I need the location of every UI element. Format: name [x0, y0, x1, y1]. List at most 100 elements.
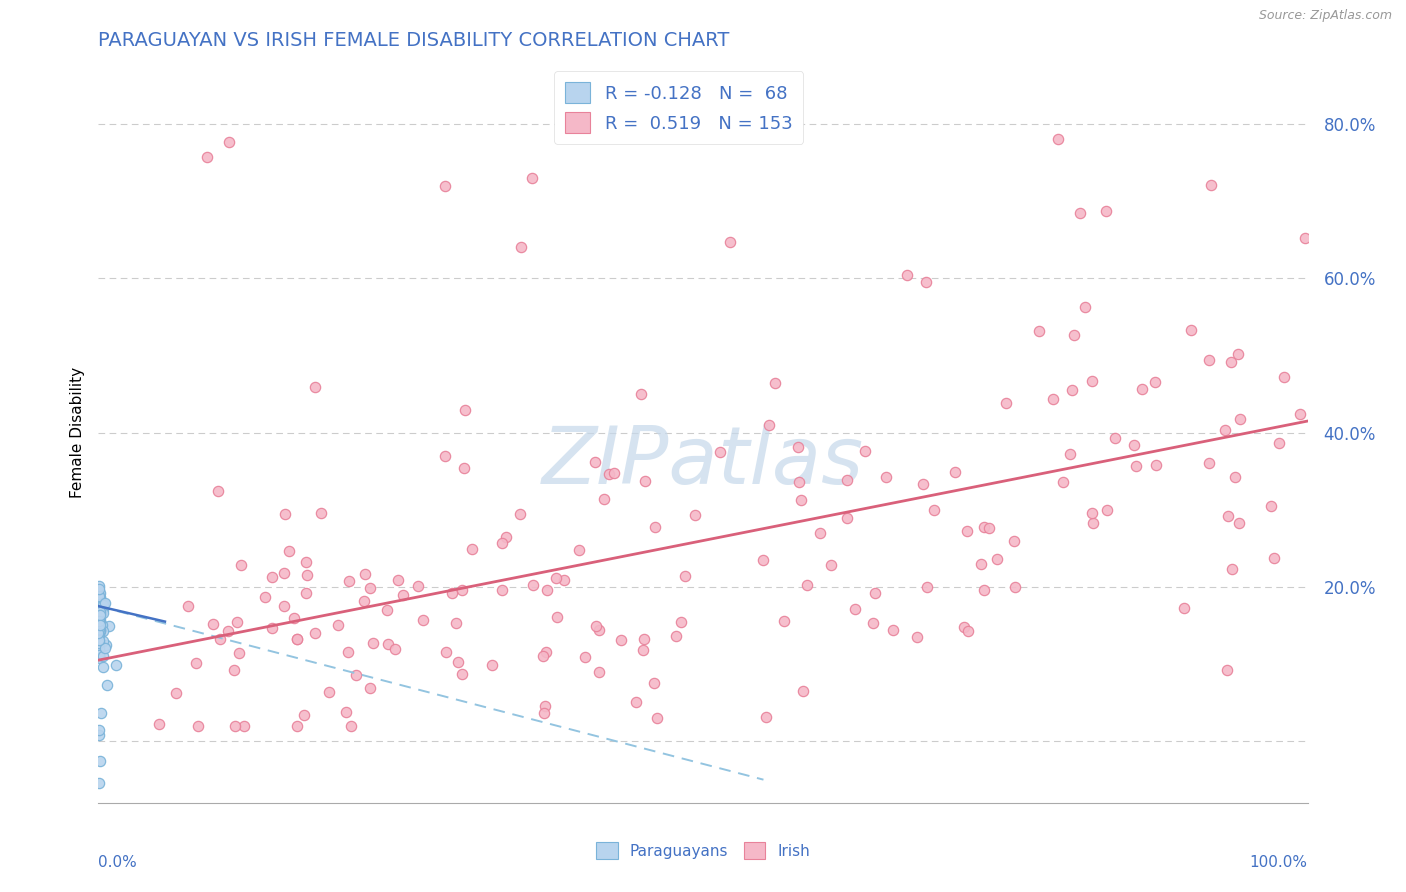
Point — [89, 608, 111, 623]
Point — [89, 591, 111, 606]
Point — [588, 665, 610, 679]
Point — [326, 617, 349, 632]
Y-axis label: Female Disability: Female Disability — [69, 367, 84, 499]
Point — [1028, 324, 1050, 338]
Point — [91, 649, 114, 664]
Point — [1062, 383, 1084, 397]
Point — [90, 599, 112, 613]
Point — [283, 611, 305, 625]
Point — [90, 706, 112, 721]
Legend: Paraguayans, Irish: Paraguayans, Irish — [591, 836, 815, 865]
Point — [1216, 663, 1239, 677]
Point — [536, 645, 558, 659]
Point — [292, 707, 315, 722]
Point — [1229, 411, 1251, 425]
Point — [89, 614, 111, 628]
Point — [231, 558, 253, 573]
Point — [1219, 355, 1241, 369]
Point — [87, 607, 110, 621]
Point — [789, 492, 811, 507]
Point — [87, 615, 110, 629]
Point — [89, 635, 111, 649]
Point — [598, 467, 620, 481]
Point — [87, 648, 110, 663]
Point — [91, 606, 114, 620]
Point — [89, 628, 111, 642]
Point — [786, 440, 808, 454]
Point — [1199, 178, 1222, 192]
Point — [495, 530, 517, 544]
Point — [1144, 458, 1167, 472]
Point — [195, 150, 218, 164]
Point — [630, 386, 652, 401]
Point — [89, 605, 111, 619]
Point — [89, 624, 111, 639]
Point — [450, 583, 472, 598]
Point — [285, 632, 308, 646]
Point — [461, 542, 484, 557]
Point — [1180, 322, 1202, 336]
Point — [862, 616, 884, 631]
Point — [533, 706, 555, 721]
Point — [91, 659, 114, 673]
Point — [228, 646, 250, 660]
Point — [87, 587, 110, 601]
Point — [339, 719, 361, 733]
Point — [915, 580, 938, 594]
Point — [522, 578, 544, 592]
Point — [546, 571, 568, 585]
Point — [91, 618, 114, 632]
Point — [87, 625, 110, 640]
Point — [1095, 204, 1118, 219]
Point — [765, 376, 787, 390]
Point — [222, 663, 245, 677]
Point — [1226, 347, 1249, 361]
Point — [89, 607, 111, 622]
Point — [1052, 475, 1074, 489]
Text: ZIPatlas: ZIPatlas — [541, 423, 865, 501]
Point — [896, 268, 918, 282]
Point — [304, 626, 326, 640]
Point — [186, 656, 208, 670]
Point — [260, 621, 283, 635]
Point — [87, 625, 110, 640]
Point — [1130, 382, 1153, 396]
Point — [408, 579, 430, 593]
Point — [89, 590, 111, 604]
Point — [440, 586, 463, 600]
Point — [309, 506, 332, 520]
Point — [633, 632, 655, 646]
Point — [89, 605, 111, 619]
Point — [93, 597, 115, 611]
Point — [633, 642, 655, 657]
Point — [295, 586, 318, 600]
Point — [253, 590, 276, 604]
Point — [295, 567, 318, 582]
Point — [87, 590, 110, 604]
Point — [90, 597, 112, 611]
Point — [207, 483, 229, 498]
Point — [89, 586, 111, 600]
Point — [546, 610, 568, 624]
Point — [273, 566, 295, 580]
Point — [973, 520, 995, 534]
Point — [758, 418, 780, 433]
Point — [685, 508, 707, 523]
Point — [1227, 516, 1250, 531]
Point — [533, 699, 555, 714]
Point — [509, 508, 531, 522]
Point — [986, 552, 1008, 566]
Point — [97, 619, 120, 633]
Point — [792, 683, 814, 698]
Point — [922, 502, 945, 516]
Point — [911, 477, 934, 491]
Point — [588, 623, 610, 637]
Point — [89, 600, 111, 615]
Point — [87, 618, 110, 632]
Point — [709, 445, 731, 459]
Point — [89, 616, 111, 631]
Point — [1125, 459, 1147, 474]
Point — [1081, 506, 1104, 520]
Point — [87, 615, 110, 629]
Point — [446, 615, 468, 630]
